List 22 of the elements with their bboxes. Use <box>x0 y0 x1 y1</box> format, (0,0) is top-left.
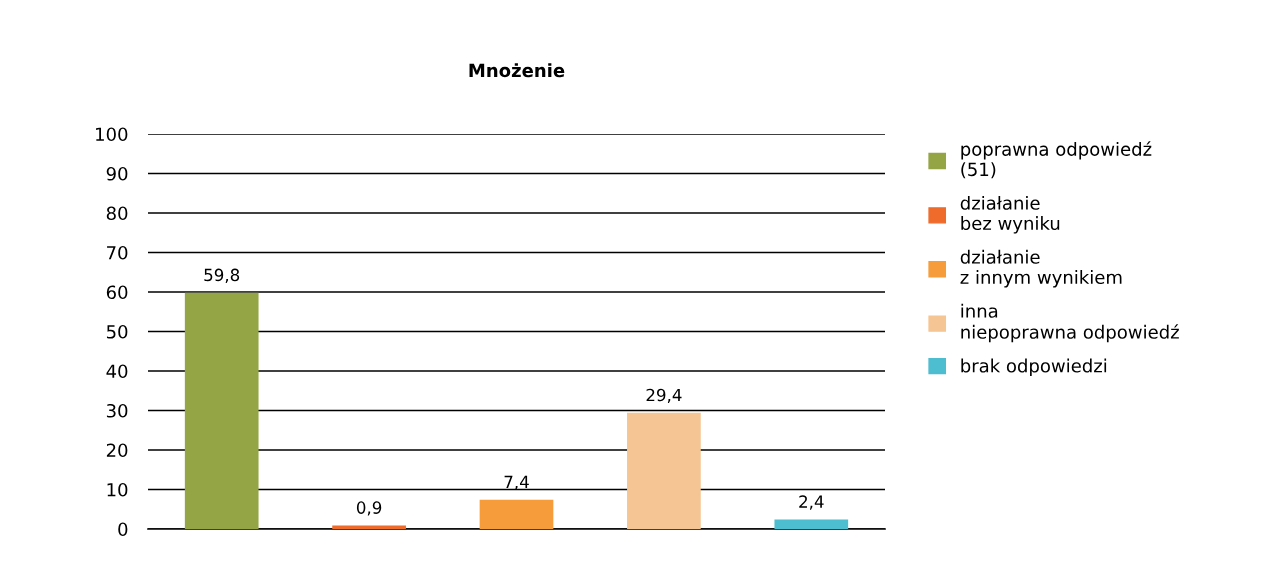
legend-label: brak odpowiedzi <box>961 358 1107 377</box>
legend-label: działanie z innym wynikiem <box>960 249 1122 288</box>
y-tick-label: 100 <box>96 127 128 142</box>
y-tick-label: 70 <box>107 245 128 260</box>
y-tick-label: 50 <box>106 324 128 339</box>
legend-label: poprawna odpowiedź (51) <box>961 141 1152 179</box>
y-tick-label: 90 <box>106 166 128 181</box>
y-tick-label: 0 <box>118 522 128 537</box>
data-label: 2,4 <box>799 495 824 510</box>
y-tick-label: 80 <box>106 206 128 221</box>
legend-label: działanie bez wyniku <box>960 195 1060 234</box>
y-tick-label: 40 <box>106 364 128 379</box>
y-tick-label: 10 <box>107 482 128 497</box>
y-tick-label: 30 <box>106 403 128 418</box>
y-tick-label: 60 <box>106 285 128 300</box>
data-label: 59,8 <box>204 268 240 283</box>
legend-label: inna niepoprawna odpowiedź <box>961 303 1179 343</box>
data-label: 0,9 <box>356 501 382 516</box>
data-label: 7,4 <box>504 475 529 490</box>
data-label: 29,4 <box>646 388 682 404</box>
chart-title: Mnożenie <box>469 63 565 78</box>
y-tick-label: 20 <box>106 443 128 458</box>
